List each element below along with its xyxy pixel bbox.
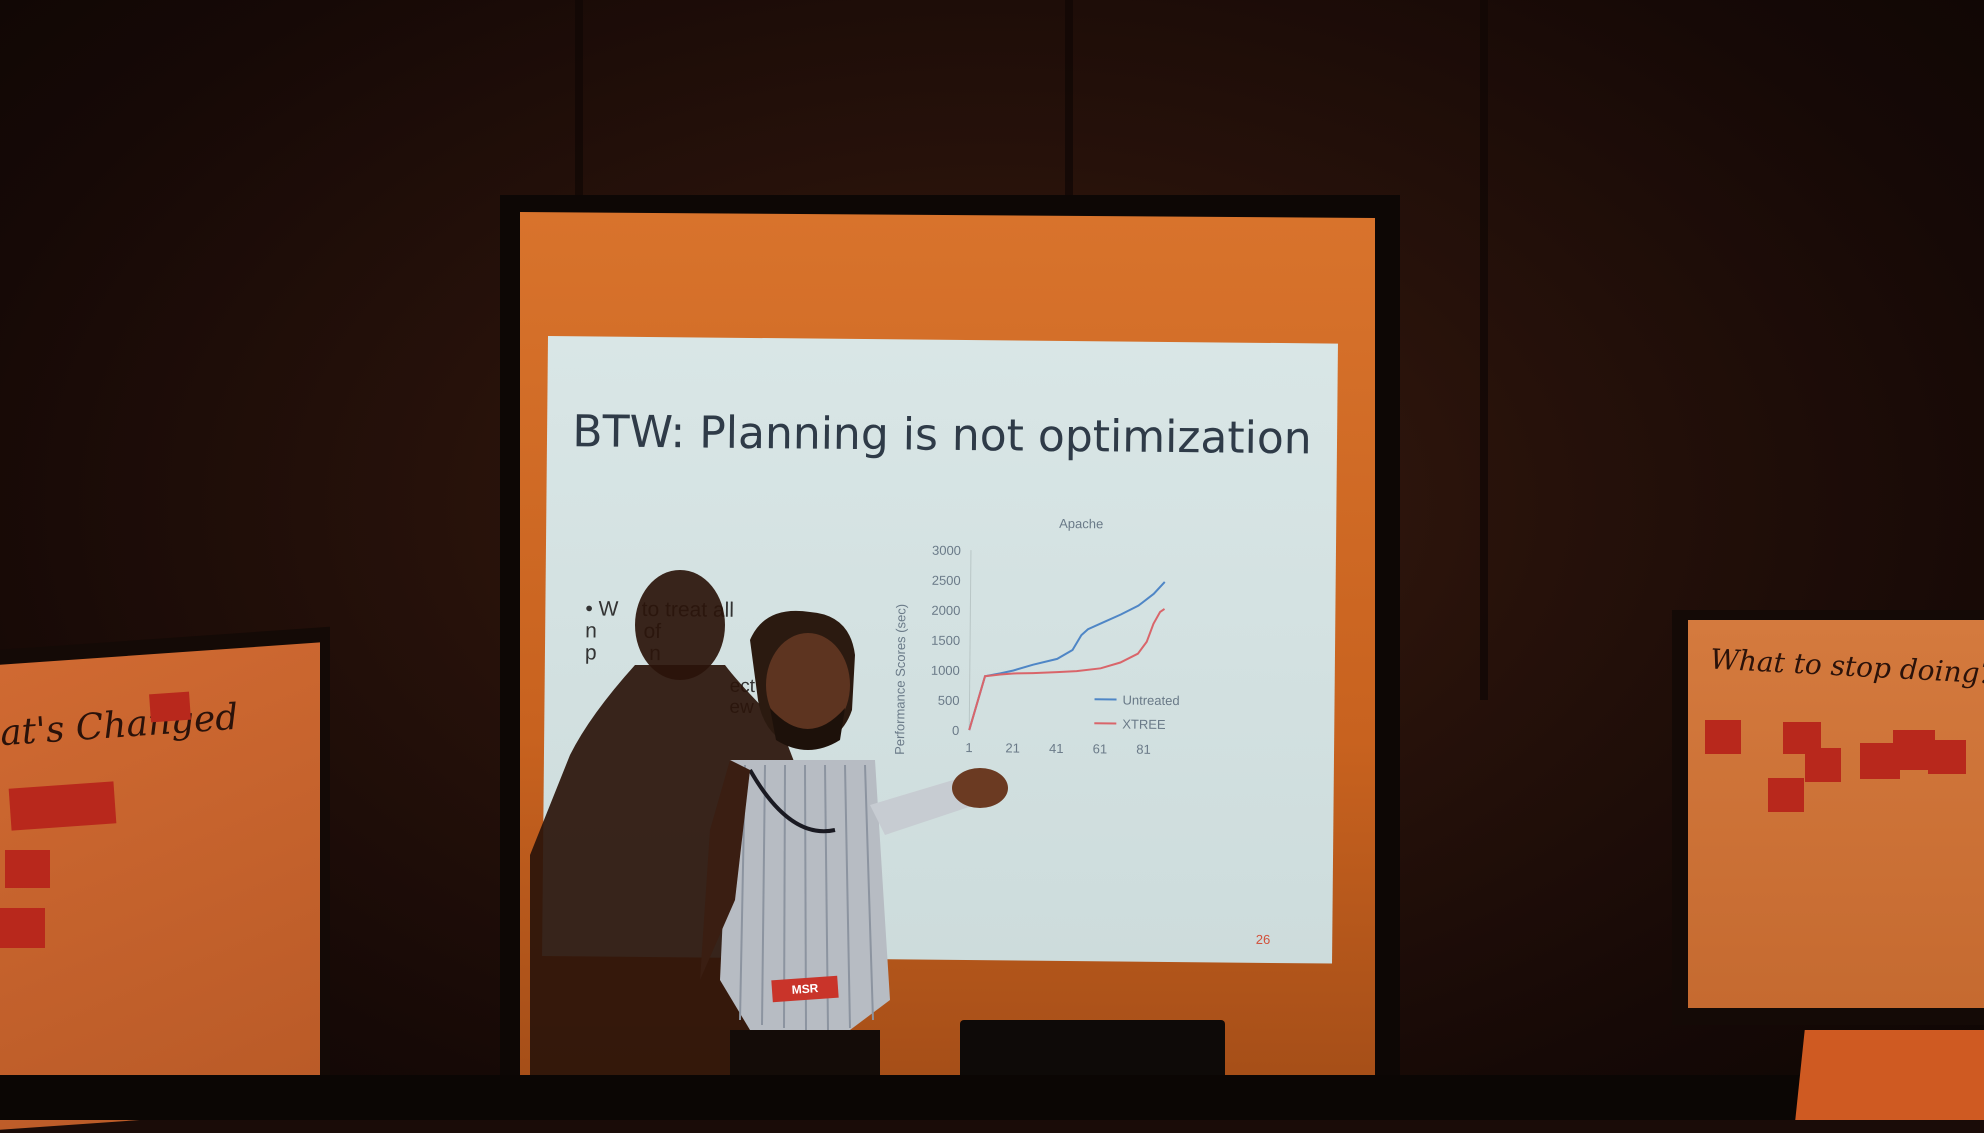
- sticky-note: [1928, 740, 1966, 774]
- chart-legend-label: XTREE: [1122, 717, 1166, 732]
- slide-number: 26: [1256, 932, 1271, 947]
- sticky-note: [9, 781, 117, 830]
- chart-y-tick-label: 3000: [932, 543, 961, 558]
- chart-y-tick-label: 2500: [932, 573, 961, 588]
- sticky-note: [149, 692, 191, 723]
- sticky-note: [5, 850, 50, 888]
- sticky-note: [1805, 748, 1841, 782]
- wall-seam: [1480, 0, 1488, 700]
- lanyard-badge: MSR: [771, 976, 838, 1003]
- projector-box: [1795, 1030, 1984, 1120]
- chart-title: Apache: [1059, 516, 1103, 531]
- sticky-note: [1768, 778, 1804, 812]
- table-edge: [0, 1075, 1984, 1120]
- chart-x-tick-label: 61: [1093, 741, 1108, 756]
- chart-legend-label: Untreated: [1122, 693, 1179, 709]
- sticky-note: [1705, 720, 1741, 754]
- sticky-note: [0, 908, 45, 948]
- slide-title: BTW: Planning is not optimization: [547, 406, 1337, 465]
- chart-x-tick-label: 41: [1049, 741, 1064, 756]
- chart-x-tick-label: 81: [1136, 742, 1151, 757]
